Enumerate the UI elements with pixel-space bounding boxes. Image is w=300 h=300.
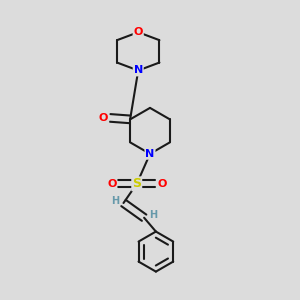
Text: O: O bbox=[157, 179, 167, 189]
Text: H: H bbox=[149, 210, 157, 220]
Text: N: N bbox=[146, 149, 154, 159]
Text: H: H bbox=[111, 196, 119, 206]
Text: O: O bbox=[107, 179, 116, 189]
Text: O: O bbox=[134, 27, 143, 37]
Text: O: O bbox=[99, 113, 108, 123]
Text: S: S bbox=[132, 177, 141, 190]
Text: N: N bbox=[134, 65, 143, 76]
